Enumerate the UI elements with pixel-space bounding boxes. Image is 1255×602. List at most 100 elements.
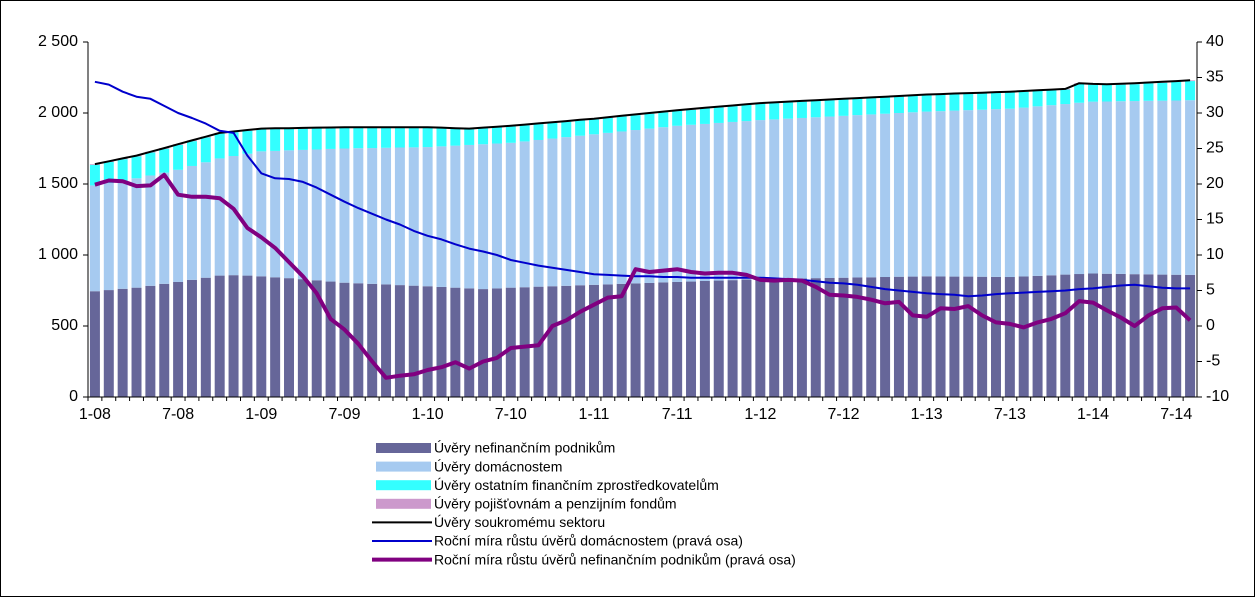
bar [422, 286, 433, 397]
bar [1157, 274, 1168, 397]
legend-swatch [376, 443, 431, 453]
line-series [94, 172, 1192, 380]
y-tick-label: 1 500 [38, 175, 78, 192]
y2-tick-label: 20 [1206, 175, 1224, 192]
bar [1074, 102, 1085, 275]
bar [783, 278, 794, 397]
y-tick-label: 2 500 [38, 33, 78, 50]
bar [408, 127, 419, 148]
bar [339, 282, 350, 397]
bar [173, 144, 184, 170]
legend-label: Roční míra růstu úvěrů domácnostem (prav… [434, 533, 743, 549]
y2-tick-label: 35 [1206, 69, 1224, 86]
bar [311, 128, 322, 150]
x-tick-label: 7-12 [827, 406, 859, 423]
x-tick-label: 7-14 [1160, 406, 1192, 423]
bar [1171, 81, 1182, 101]
bar [769, 103, 780, 120]
bar [699, 280, 710, 397]
bar [686, 124, 697, 282]
bar [727, 106, 738, 122]
bar [214, 133, 225, 159]
bar [1185, 81, 1196, 101]
x-tick-label: 7-08 [162, 406, 194, 423]
legend-label: Úvěry ostatním finančním zprostředkovate… [434, 477, 719, 493]
bar [672, 110, 683, 126]
bar [838, 115, 849, 278]
bar [491, 127, 502, 144]
legend-label: Úvěry soukromému sektoru [434, 514, 605, 530]
bar [588, 134, 599, 285]
bar [131, 156, 142, 179]
bar [284, 278, 294, 397]
bar [422, 147, 433, 287]
bar [450, 287, 461, 397]
bar [893, 276, 904, 397]
bar [89, 185, 100, 292]
legend-label: Roční míra růstu úvěrů nefinančním podni… [434, 551, 796, 567]
bar [381, 147, 392, 285]
x-tick-label: 7-11 [662, 406, 693, 423]
y2-tick-label: 25 [1206, 140, 1224, 157]
bar [173, 281, 184, 397]
bar [1088, 84, 1099, 102]
bar [755, 120, 766, 280]
bar [214, 275, 225, 397]
bar [824, 278, 835, 397]
legend-swatch [376, 498, 431, 509]
bar [145, 175, 156, 286]
bar [852, 115, 863, 278]
bar [630, 115, 641, 131]
bar [436, 286, 447, 397]
bar [907, 276, 918, 397]
x-tick-label: 7-09 [328, 406, 360, 423]
bar [159, 148, 170, 173]
bar [270, 150, 281, 278]
bar [838, 277, 849, 397]
bar [907, 95, 918, 113]
bar [686, 281, 697, 397]
bar [256, 151, 267, 277]
bar [561, 285, 572, 397]
bar [339, 148, 350, 283]
legend-swatch [376, 480, 431, 491]
bar [381, 284, 392, 397]
bar [1004, 92, 1015, 109]
bar [713, 107, 724, 123]
bar [824, 100, 835, 117]
bar [1115, 84, 1126, 102]
bar [602, 117, 613, 133]
bar [297, 128, 308, 150]
bar [1185, 100, 1196, 275]
bar [117, 180, 128, 289]
bar [186, 279, 197, 397]
bar [935, 276, 946, 397]
bar [422, 127, 433, 148]
bar [270, 277, 281, 397]
bar [949, 110, 960, 277]
bar [963, 93, 974, 111]
bar [852, 277, 863, 397]
bar [186, 165, 197, 280]
bar [1018, 276, 1029, 397]
x-tick-label: 1-08 [79, 406, 111, 423]
bar [741, 279, 752, 397]
bar [769, 278, 780, 397]
bar [963, 276, 974, 397]
legend: Úvěry nefinančním podnikům Úvěry domácnos… [372, 440, 796, 567]
bar [1129, 101, 1140, 275]
bar [921, 276, 932, 397]
bar [478, 289, 489, 397]
bar [1060, 104, 1071, 275]
bar [242, 130, 253, 154]
bar [769, 119, 780, 279]
bar [713, 280, 724, 397]
bar [866, 98, 877, 115]
bar [977, 276, 988, 397]
bar [519, 141, 530, 288]
x-tick-label: 1-12 [744, 406, 776, 423]
bar [949, 276, 960, 397]
bar [1060, 89, 1071, 105]
bar [353, 148, 364, 284]
bar [852, 98, 863, 116]
